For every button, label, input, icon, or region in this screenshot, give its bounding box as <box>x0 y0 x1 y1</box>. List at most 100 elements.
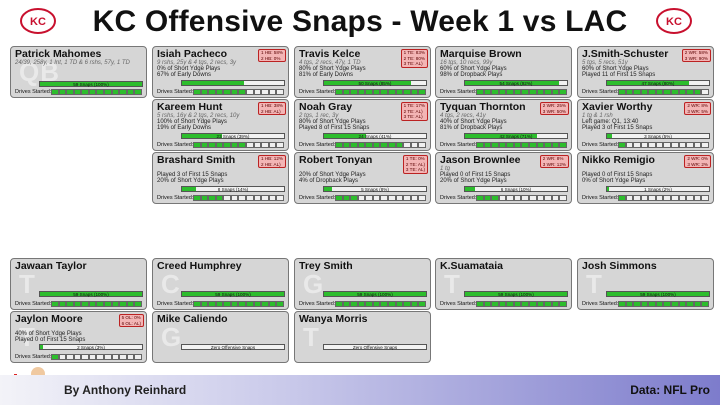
player-name: Nikko Remigio <box>582 154 655 166</box>
snap-count: 59 Snaps (100%) <box>215 292 251 297</box>
depth-rank: 3 TE: AL) <box>403 114 423 120</box>
drive-cell <box>633 195 641 201</box>
drives-grid <box>476 301 567 307</box>
drive-cell <box>380 142 389 148</box>
snap-bar-fill <box>465 81 559 85</box>
snap-bar: 59 Snaps (100%) <box>39 291 143 297</box>
drive-cell <box>365 195 373 201</box>
depth-rank: 2 HB: 0% <box>261 55 281 61</box>
drive-cell <box>88 354 97 360</box>
player-name: Kareem Hunt <box>157 101 223 113</box>
drive-cell <box>633 89 641 95</box>
position-watermark: T <box>303 322 320 352</box>
player-card[interactable]: Travis Kelce 4 tgs, 2 recs, 47y, 1 TD 80% … <box>294 46 431 98</box>
player-name: Wanya Morris <box>299 313 368 325</box>
player-card[interactable]: J.Smith-Schuster 5 tgs, 5 recs, 51y 60% of… <box>577 46 714 98</box>
lineman-card[interactable]: T Wanya Morris Zero Offensive Snaps <box>294 311 431 363</box>
drive-cell <box>491 142 499 148</box>
lineman-card[interactable]: T Josh Simmons 59 Snaps (100%) Drives Start… <box>577 258 714 310</box>
player-name: Travis Kelce <box>299 48 361 60</box>
player-note: Played 11 of First 15 Snaps <box>582 72 656 78</box>
drive-cell <box>238 142 247 148</box>
drive-cell <box>410 142 419 148</box>
drives-started-label: Drives Started: <box>15 301 52 307</box>
lineman-card[interactable]: T K.Suamataia 59 Snaps (100%) Drives Starte… <box>435 258 572 310</box>
drive-cell <box>498 195 507 201</box>
player-card[interactable]: Nikko Remigio Played 0 of First 15 Snaps 0… <box>577 152 714 204</box>
drive-cell <box>335 89 343 95</box>
drive-cell <box>350 195 358 201</box>
player-name: Brashard Smith <box>157 154 236 166</box>
drives-started-label: Drives Started: <box>157 89 194 95</box>
drive-cell <box>276 89 284 95</box>
drive-cell <box>208 89 216 95</box>
player-note: 81% of Early Downs <box>299 72 354 78</box>
drive-cell <box>551 301 560 307</box>
drive-cell <box>246 89 254 95</box>
player-card[interactable]: Marquise Brown 16 tgs, 10 recs, 99y 60% of… <box>435 46 572 98</box>
drive-cell <box>230 89 239 95</box>
player-card[interactable]: Xavier Worthy 1 tg & 1 rsh Left game: Q1, … <box>577 99 714 151</box>
drives-started-label: Drives Started: <box>299 195 336 201</box>
drive-cell <box>418 142 426 148</box>
drive-cell <box>648 195 656 201</box>
depth-rank: 3 WR: 2% <box>687 161 708 167</box>
snap-bar-fill <box>324 292 426 296</box>
drive-cell <box>268 301 277 307</box>
player-card[interactable]: Jason Brownlee 1 tg Played 0 of First 15 S… <box>435 152 572 204</box>
player-card[interactable]: Noah Gray 2 tgs, 1 rec, 3y 80% of Short Yd… <box>294 99 431 151</box>
lineman-card[interactable]: G Mike Caliendo Zero Offensive Snaps <box>152 311 289 363</box>
drives-grid <box>335 89 426 95</box>
drive-cell <box>648 142 656 148</box>
drive-cell <box>193 195 201 201</box>
drive-cell <box>200 195 209 201</box>
snap-count: 59 Snaps (100%) <box>498 292 534 297</box>
snap-count: Zero Offensive Snaps <box>210 345 256 350</box>
drive-cell <box>655 301 664 307</box>
drive-cell <box>513 89 522 95</box>
drive-cell <box>134 89 142 95</box>
drive-cell <box>559 89 567 95</box>
player-card[interactable]: Kareem Hunt 5 rshs, 16y & 2 tgs, 2 recs, … <box>152 99 289 151</box>
snap-count: 23 Snaps (39%) <box>216 134 250 139</box>
player-card-qb[interactable]: QB Patrick Mahomes 24/39, 258y, 1 Int, 1 T… <box>10 46 147 98</box>
drive-cell <box>663 89 672 95</box>
drive-cell <box>521 89 530 95</box>
drive-cell <box>58 354 67 360</box>
depth-rank: 2 WR: 25% <box>542 103 566 108</box>
drive-cell <box>671 142 679 148</box>
snap-bar-fill <box>324 134 366 138</box>
drive-cell <box>640 89 649 95</box>
drive-cell <box>625 89 634 95</box>
lineman-card[interactable]: T Jawaan Taylor 59 Snaps (100%) Drives Star… <box>10 258 147 310</box>
drive-cell <box>73 89 82 95</box>
player-card[interactable]: Isiah Pacheco 9 rshs, 25y & 4 tgs, 2 recs… <box>152 46 289 98</box>
drives-started-label: Drives Started: <box>299 142 336 148</box>
player-card[interactable]: Robert Tonyan 20% of Short Ydge Plays 4% o… <box>294 152 431 204</box>
drive-cell <box>633 301 641 307</box>
drive-cell <box>342 89 351 95</box>
snap-bar-fill <box>40 82 142 86</box>
drive-cell <box>350 301 358 307</box>
snap-bar: 5 Snaps (8%) <box>323 186 427 192</box>
player-note: 4% of Dropback Plays <box>299 178 359 184</box>
snap-bar: 59 Snaps (100%) <box>39 81 143 87</box>
drive-cell <box>395 301 404 307</box>
player-name: Jaylon Moore <box>15 313 83 325</box>
drives-started-label: Drives Started: <box>157 301 194 307</box>
player-card[interactable]: Brashard Smith Played 3 of First 15 Snaps… <box>152 152 289 204</box>
drive-cell <box>246 301 254 307</box>
svg-text:KC: KC <box>30 16 46 28</box>
lineman-card[interactable]: C Creed Humphrey 59 Snaps (100%) Drives Sta… <box>152 258 289 310</box>
drive-cell <box>111 301 120 307</box>
lineman-card[interactable]: G Trey Smith 59 Snaps (100%) Drives Started… <box>294 258 431 310</box>
player-name: Robert Tonyan <box>299 154 373 166</box>
drive-cell <box>529 142 537 148</box>
player-card[interactable]: Tyquan Thornton 4 tgs, 2 recs, 41y 40% of … <box>435 99 572 151</box>
player-note: 81% of Dropback Plays <box>440 125 503 131</box>
drive-cell <box>513 142 522 148</box>
drive-cell <box>365 301 373 307</box>
lineman-card[interactable]: T Jaylon Moore 40% of Short Ydge Plays Play… <box>10 311 147 363</box>
drive-cell <box>223 301 231 307</box>
drives-started-label: Drives Started: <box>299 89 336 95</box>
